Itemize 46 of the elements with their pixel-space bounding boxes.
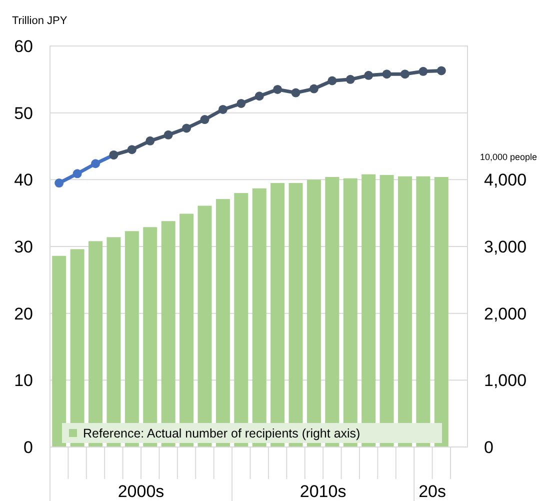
y-tick-label: 20 <box>14 304 33 324</box>
bar <box>380 174 394 447</box>
y2-tick-label: 3,000 <box>484 238 527 256</box>
y-tick-label: 30 <box>14 238 33 256</box>
point <box>418 66 428 76</box>
point <box>436 66 446 76</box>
point <box>346 74 355 84</box>
point <box>400 70 410 79</box>
bar <box>52 256 66 447</box>
point <box>254 92 264 101</box>
point <box>146 136 155 146</box>
y2-tick-label: 1,000 <box>484 371 527 390</box>
text: 20s <box>418 482 446 501</box>
y-tick-label: 50 <box>14 104 33 123</box>
text: 2000s <box>118 482 164 501</box>
y2-tick-label: 0 <box>484 438 494 457</box>
point <box>164 130 173 140</box>
point <box>309 84 318 94</box>
point <box>182 124 192 133</box>
y-tick-label: 40 <box>14 170 33 190</box>
bar <box>70 249 84 447</box>
y2-tick-label: 4,000 <box>484 170 527 190</box>
y-tick-label: 0 <box>24 438 33 457</box>
y-axis-title: Trillion JPY <box>12 15 68 27</box>
legend-label: Reference: Actual number of recipients (right axis) <box>83 426 360 440</box>
point <box>200 115 210 124</box>
y2-axis-title: 10,000 people <box>480 152 538 162</box>
point <box>328 76 337 86</box>
y-tick-label: 10 <box>14 371 33 390</box>
point <box>273 84 282 94</box>
point <box>382 70 392 79</box>
point <box>291 88 300 98</box>
y2-tick-label: 2,000 <box>484 304 527 324</box>
bar <box>434 176 448 447</box>
point <box>91 159 100 168</box>
point <box>127 145 136 154</box>
point <box>218 104 228 114</box>
point <box>236 98 246 108</box>
bar <box>398 176 412 447</box>
point <box>54 178 64 188</box>
point <box>364 70 374 80</box>
bar <box>416 176 430 447</box>
text: 2010s <box>300 482 346 501</box>
y-tick-label: 60 <box>14 37 33 56</box>
point <box>72 169 82 178</box>
bar <box>362 174 376 447</box>
